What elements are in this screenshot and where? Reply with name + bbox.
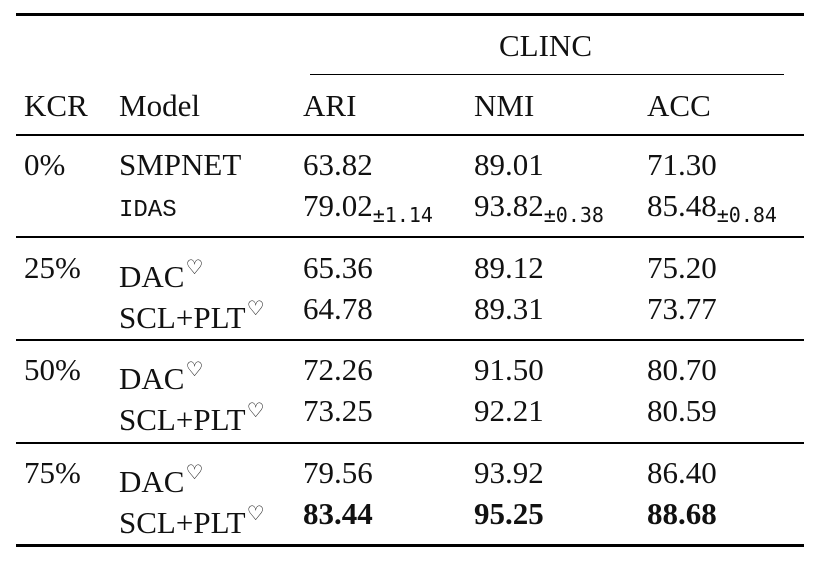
ari-cell: 79.56: [303, 455, 373, 491]
nmi-cell: 93.92: [474, 455, 544, 491]
acc-cell: 86.40: [647, 455, 717, 491]
model-name: DAC: [119, 259, 185, 294]
acc-value: 75.20: [647, 250, 717, 285]
nmi-value: 92.21: [474, 393, 544, 428]
acc-cell: 75.20: [647, 250, 717, 286]
top-rule: [16, 13, 804, 16]
nmi-value: 93.92: [474, 455, 544, 490]
acc-cell: 88.68: [647, 496, 717, 532]
acc-cell: 71.30: [647, 147, 717, 183]
model-name: SCL+PLT: [119, 402, 246, 437]
nmi-cell: 89.01: [474, 147, 544, 183]
acc-value: 80.59: [647, 393, 717, 428]
acc-cell: 73.77: [647, 291, 717, 327]
ari-value: 64.78: [303, 291, 373, 326]
acc-value: 73.77: [647, 291, 717, 326]
col-header-ari: ARI: [303, 88, 357, 123]
model-name: SCL+PLT: [119, 300, 246, 335]
model-cell: IDAS: [119, 188, 177, 229]
acc-cell: 85.48±0.84: [647, 188, 777, 233]
ari-cell: 72.26: [303, 352, 373, 388]
nmi-value: 93.82: [474, 188, 544, 223]
ari-cell: 65.36: [303, 250, 373, 286]
ari-value: 83.44: [303, 496, 373, 531]
nmi-value: 91.50: [474, 352, 544, 387]
ari-std: ±1.14: [372, 203, 433, 227]
nmi-value: 89.31: [474, 291, 544, 326]
heart-mark-icon: ♡: [185, 257, 204, 279]
ari-cell: 63.82: [303, 147, 373, 183]
nmi-cell: 91.50: [474, 352, 544, 388]
acc-value: 86.40: [647, 455, 717, 490]
ari-value: 72.26: [303, 352, 373, 387]
group-separator: [16, 236, 804, 238]
ari-value: 79.02: [303, 188, 373, 223]
ari-value: 73.25: [303, 393, 373, 428]
acc-value: 80.70: [647, 352, 717, 387]
kcr-cell: 50%: [24, 352, 81, 387]
model-cell: SCL+PLT♡: [119, 496, 265, 541]
ari-cell: 73.25: [303, 393, 373, 429]
kcr-cell: 75%: [24, 455, 81, 490]
model-name: IDAS: [119, 197, 177, 224]
group-separator: [16, 442, 804, 444]
nmi-cell: 89.31: [474, 291, 544, 327]
group-header-rule: [310, 74, 784, 75]
ari-value: 79.56: [303, 455, 373, 490]
ari-cell: 83.44: [303, 496, 373, 532]
heart-mark-icon: ♡: [246, 503, 265, 525]
acc-value: 88.68: [647, 496, 717, 531]
acc-value: 71.30: [647, 147, 717, 182]
kcr-cell: 25%: [24, 250, 81, 285]
nmi-cell: 95.25: [474, 496, 544, 532]
nmi-cell: 89.12: [474, 250, 544, 286]
heart-mark-icon: ♡: [246, 400, 265, 422]
nmi-cell: 92.21: [474, 393, 544, 429]
acc-value: 85.48: [647, 188, 717, 223]
ari-value: 63.82: [303, 147, 373, 182]
nmi-value: 95.25: [474, 496, 544, 531]
model-cell: DAC♡: [119, 352, 203, 397]
model-name: DAC: [119, 361, 185, 396]
model-cell: DAC♡: [119, 250, 203, 295]
model-cell: SCL+PLT♡: [119, 291, 265, 336]
ari-value: 65.36: [303, 250, 373, 285]
group-header-clinc: CLINC: [499, 28, 592, 63]
ari-cell: 79.02±1.14: [303, 188, 433, 233]
nmi-cell: 93.82±0.38: [474, 188, 604, 233]
model-name: SCL+PLT: [119, 505, 246, 540]
heart-mark-icon: ♡: [246, 298, 265, 320]
col-header-acc: ACC: [647, 88, 711, 123]
model-cell: SCL+PLT♡: [119, 393, 265, 438]
col-header-model: Model: [119, 88, 200, 123]
model-cell: DAC♡: [119, 455, 203, 500]
nmi-value: 89.12: [474, 250, 544, 285]
acc-std: ±0.84: [716, 203, 777, 227]
model-name: DAC: [119, 464, 185, 499]
header-rule: [16, 134, 804, 136]
acc-cell: 80.70: [647, 352, 717, 388]
model-cell: SMPNET: [119, 147, 241, 183]
col-header-kcr: KCR: [24, 88, 88, 123]
nmi-std: ±0.38: [543, 203, 604, 227]
group-separator: [16, 339, 804, 341]
heart-mark-icon: ♡: [185, 462, 204, 484]
ari-cell: 64.78: [303, 291, 373, 327]
model-name: SMPNET: [119, 147, 242, 182]
acc-cell: 80.59: [647, 393, 717, 429]
heart-mark-icon: ♡: [185, 359, 204, 381]
col-header-nmi: NMI: [474, 88, 535, 123]
kcr-cell: 0%: [24, 147, 66, 182]
bottom-rule: [16, 544, 804, 547]
nmi-value: 89.01: [474, 147, 544, 182]
